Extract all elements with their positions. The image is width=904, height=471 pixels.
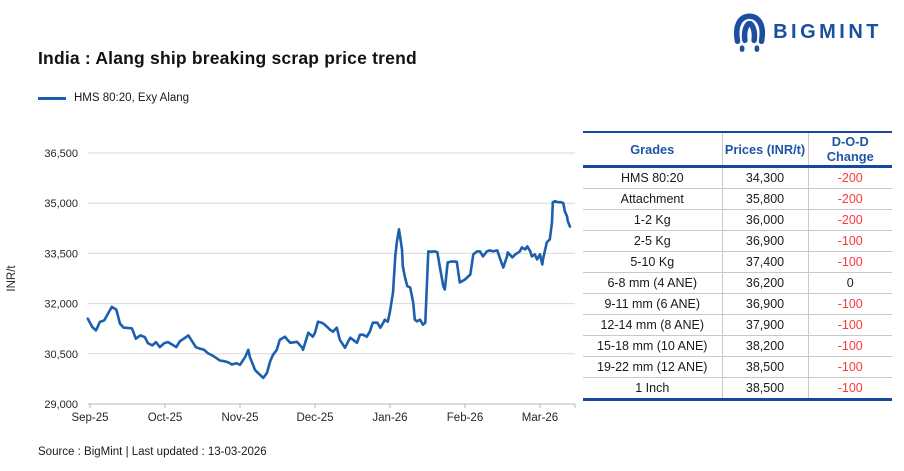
price-cell: 36,900	[721, 230, 808, 252]
grade-cell: 12-14 mm (8 ANE)	[583, 314, 722, 336]
bigmint-logo: BIGMINT	[731, 11, 882, 53]
table-row: 1-2 Kg 36,000 -200	[583, 209, 892, 231]
bigmint-logo-text: BIGMINT	[773, 20, 882, 43]
source-note: Source : BigMint | Last updated : 13-03-…	[38, 446, 267, 458]
prices-table-header: Grades Prices (INR/t) D-O-D Change	[583, 132, 892, 168]
price-cell: 36,000	[721, 209, 808, 231]
price-cell: 38,200	[721, 335, 808, 357]
price-cell: 36,900	[721, 293, 808, 315]
grade-cell: 1 Inch	[583, 377, 722, 400]
grade-cell: 15-18 mm (10 ANE)	[583, 335, 722, 357]
price-cell: 37,900	[721, 314, 808, 336]
grade-cell: 5-10 Kg	[583, 251, 722, 273]
y-axis-tick-label: 35,000	[44, 198, 78, 210]
x-axis-tick-label: Oct-25	[148, 412, 183, 424]
prices-column-header: Prices (INR/t)	[721, 132, 808, 168]
grades-column-header: Grades	[583, 132, 722, 168]
legend-line-swatch	[38, 96, 66, 100]
change-cell: -200	[807, 209, 892, 231]
price-cell: 34,300	[721, 166, 808, 189]
bigmint-logo-icon	[734, 13, 766, 52]
change-cell: -100	[807, 251, 892, 273]
x-axis-tick-label: Sep-25	[71, 412, 108, 424]
grade-cell: 6-8 mm (4 ANE)	[583, 272, 722, 294]
price-cell: 36,200	[721, 272, 808, 294]
dod-change-column-header: D-O-D Change	[807, 132, 892, 168]
price-cell: 38,500	[721, 356, 808, 378]
y-axis-tick-label: 30,500	[44, 349, 78, 361]
price-line-series	[86, 199, 572, 380]
change-cell: -100	[807, 335, 892, 357]
table-row: 15-18 mm (10 ANE) 38,200 -100	[583, 335, 892, 357]
page-title: India : Alang ship breaking scrap price …	[38, 48, 417, 68]
price-trend-chart: 36,500 35,000 33,500 32,000 30,500 29,000Sep-…	[6, 148, 576, 424]
change-cell: -100	[807, 293, 892, 315]
table-row: 2-5 Kg 36,900 -100	[583, 230, 892, 252]
chart-legend: HMS 80:20, Exy Alang	[38, 92, 189, 104]
change-cell: -200	[807, 188, 892, 210]
price-cell: 37,400	[721, 251, 808, 273]
y-axis-tick-label: 32,000	[44, 299, 78, 311]
table-row: 19-22 mm (12 ANE) 38,500 -100	[583, 356, 892, 378]
table-row: HMS 80:20 34,300 -200	[583, 166, 892, 189]
y-axis-tick-label: 33,500	[44, 248, 78, 260]
legend-label: HMS 80:20, Exy Alang	[74, 92, 190, 104]
x-axis-tick-label: Jan-26	[372, 412, 407, 424]
change-cell: 0	[807, 272, 892, 294]
change-cell: -100	[807, 314, 892, 336]
change-cell: -100	[807, 356, 892, 378]
change-cell: -100	[807, 230, 892, 252]
prices-table-body: HMS 80:20 34,300 -200 Attachment 35,800 -200 1…	[583, 166, 892, 400]
table-row: 5-10 Kg 37,400 -100	[583, 251, 892, 273]
y-axis-tick-label: 36,500	[44, 148, 78, 160]
price-cell: 38,500	[721, 377, 808, 400]
x-axis-tick-label: Feb-26	[447, 412, 483, 424]
grade-cell: Attachment	[583, 188, 722, 210]
header-row: Grades Prices (INR/t) D-O-D Change	[583, 132, 892, 168]
x-axis-tick-label: Nov-25	[221, 412, 258, 424]
table-row: Attachment 35,800 -200	[583, 188, 892, 210]
y-axis-tick-label: 29,000	[44, 399, 78, 411]
change-cell: -100	[807, 377, 892, 400]
table-row: 9-11 mm (6 ANE) 36,900 -100	[583, 293, 892, 315]
x-axis-tick-label: Mar-26	[522, 412, 558, 424]
change-cell: -200	[807, 166, 892, 189]
grade-cell: 1-2 Kg	[583, 209, 722, 231]
grade-cell: 19-22 mm (12 ANE)	[583, 356, 722, 378]
table-row: 12-14 mm (8 ANE) 37,900 -100	[583, 314, 892, 336]
prices-table: Grades Prices (INR/t) D-O-D Change HMS 8…	[583, 131, 892, 401]
price-cell: 35,800	[721, 188, 808, 210]
y-axis-title: INR/t	[6, 265, 18, 292]
table-row: 6-8 mm (4 ANE) 36,200 0	[583, 272, 892, 294]
grade-cell: 2-5 Kg	[583, 230, 722, 252]
table-row: 1 Inch 38,500 -100	[583, 377, 892, 400]
grade-cell: HMS 80:20	[620, 171, 684, 185]
x-axis-tick-label: Dec-25	[296, 412, 333, 424]
grade-cell: 9-11 mm (6 ANE)	[583, 293, 722, 315]
